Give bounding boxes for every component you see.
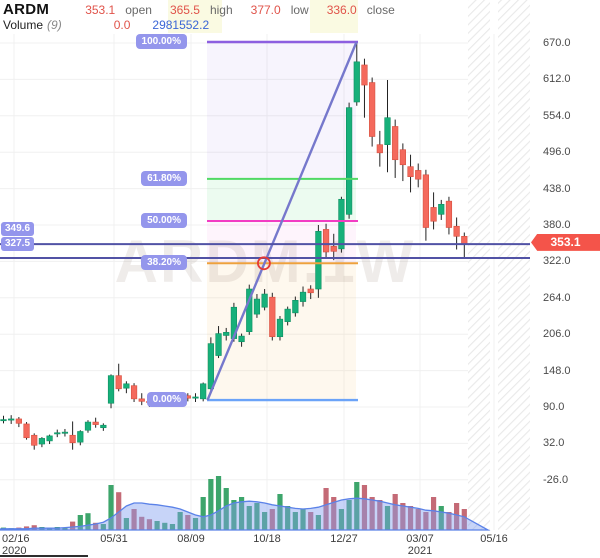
price-axis-tick[interactable]: 32.0 [543, 437, 565, 450]
fib-level-badge[interactable]: 61.80% [141, 170, 187, 186]
time-axis-tick[interactable]: 10/18 [253, 533, 281, 545]
ohlc-value-close-last: 353.1 [85, 3, 116, 17]
intersection-marker[interactable] [257, 256, 271, 271]
ohlc-header: ARDM 353.1 open 365.5 high 377.0 low 336… [3, 1, 395, 18]
ohlc-label-low: low [290, 3, 309, 17]
header-highlight-band [168, 0, 222, 33]
last-price-badge: 353.1 [531, 233, 600, 251]
ohlc-value-high: 377.0 [250, 3, 281, 17]
price-axis-tick[interactable]: 322.0 [543, 255, 571, 268]
grid [0, 34, 530, 530]
volume-ma-area [0, 497, 491, 531]
fib-retracement-lines[interactable] [206, 40, 358, 402]
symbol-label: ARDM [3, 1, 50, 18]
indicator-value-current: 0.0 [113, 18, 131, 32]
time-axis-tick[interactable]: 12/27 [330, 533, 358, 545]
time-axis-tick[interactable]: 05/16 [480, 533, 508, 545]
price-axis-tick[interactable]: 264.0 [543, 291, 571, 304]
price-axis-tick[interactable]: 670.0 [543, 37, 571, 49]
future-area-hatch [468, 0, 530, 530]
header-highlight-band [310, 0, 358, 33]
time-axis-tick[interactable]: 03/07 2021 [406, 533, 434, 557]
trend-line[interactable] [206, 41, 358, 401]
price-axis-tick[interactable]: -26.0 [543, 473, 569, 486]
fib-retracement-zones [207, 41, 356, 401]
price-axis-tick[interactable]: 612.0 [543, 73, 571, 86]
time-axis-tick[interactable]: 08/09 [177, 533, 205, 545]
fib-level-badge[interactable]: 50.00% [141, 213, 187, 229]
price-axis-tick[interactable]: 496.0 [543, 146, 571, 159]
ohlc-value-open: 365.5 [169, 3, 200, 17]
indicator-name: Volume [3, 18, 44, 32]
fib-level-badge[interactable]: 100.00% [135, 33, 187, 49]
price-axis-tick[interactable]: 438.0 [543, 182, 571, 195]
time-axis-tick[interactable]: 05/31 [100, 533, 128, 545]
fib-level-badge[interactable]: 38.20% [141, 255, 187, 271]
indicator-value-ma: 2981552.2 [152, 18, 210, 32]
indicator-param: (9) [47, 18, 62, 32]
fib-level-badge[interactable]: 0.00% [146, 392, 187, 408]
bottom-scrollbar[interactable] [0, 555, 88, 557]
price-axis-tick[interactable]: 206.0 [543, 328, 571, 341]
volume-indicator-header: Volume (9) 0.0 2981552.2 [3, 18, 209, 32]
candles [0, 41, 468, 450]
price-axis-tick[interactable]: 554.0 [543, 109, 571, 122]
price-line-badge[interactable]: 349.6 [1, 222, 35, 237]
ohlc-label-close: close [366, 3, 395, 17]
price-axis-tick[interactable]: 148.0 [543, 364, 571, 377]
price-line-badge[interactable]: 327.5 [1, 237, 35, 252]
price-axis-tick[interactable]: 90.0 [543, 401, 565, 413]
time-axis-tick[interactable]: 02/16 2020 [2, 533, 30, 557]
ohlc-label-open: open [125, 3, 152, 17]
ohlc-value-low: 336.0 [326, 3, 357, 17]
ohlc-label-high: high [209, 3, 233, 17]
price-axis-tick[interactable]: 380.0 [543, 219, 571, 231]
